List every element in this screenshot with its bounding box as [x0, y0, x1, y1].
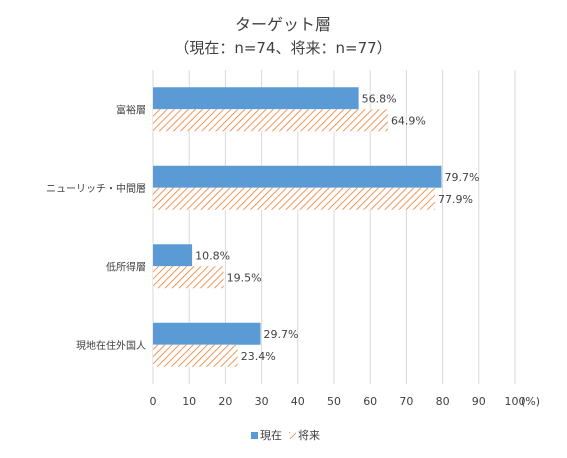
legend: 現在 将来	[251, 429, 320, 442]
data-label: 56.8%	[362, 92, 397, 105]
legend-swatch-future	[289, 432, 296, 439]
x-tick-label: 80	[436, 395, 450, 408]
category-label: 低所得層	[106, 260, 146, 273]
data-label: 64.9%	[391, 114, 426, 127]
chart-title: ターゲット層	[235, 15, 331, 34]
data-label: 19.5%	[227, 271, 262, 284]
legend-swatch-current	[251, 432, 258, 439]
x-tick-label: 100	[505, 395, 526, 408]
chart-subtitle: （現在：n=74、将来：n=77）	[174, 39, 391, 57]
data-label: 23.4%	[241, 350, 276, 363]
x-tick-label: 30	[255, 395, 269, 408]
bar-future	[153, 266, 224, 289]
bar-current	[153, 165, 442, 188]
x-tick-label: 60	[363, 395, 377, 408]
bar-current	[153, 87, 359, 110]
legend-label-current: 現在	[260, 429, 282, 442]
x-tick-label: 20	[218, 395, 232, 408]
bar-future	[153, 109, 388, 132]
data-label: 77.9%	[438, 193, 473, 206]
x-tick-label: 50	[327, 395, 341, 408]
x-tick-label: 10	[182, 395, 196, 408]
x-axis: 0 10 20 30 40 50 60 70 80 90 100	[150, 395, 526, 408]
x-tick-label: 0	[150, 395, 157, 408]
data-label: 29.7%	[264, 328, 299, 341]
bar-future	[153, 187, 435, 210]
bar-current	[153, 322, 261, 345]
x-axis-unit: (%)	[521, 395, 540, 408]
category-label: 富裕層	[116, 103, 146, 116]
x-tick-label: 90	[472, 395, 486, 408]
bar-future	[153, 344, 238, 367]
data-label: 10.8%	[195, 249, 230, 262]
category-label: ニューリッチ・中間層	[46, 182, 146, 195]
legend-label-future: 将来	[298, 429, 320, 442]
category-label: 現地在住外国人	[76, 339, 146, 352]
x-tick-label: 70	[399, 395, 413, 408]
bars-group: 56.8% 64.9% 79.7% 77.9% 10.8% 19.5% 29.7% 23.4%	[153, 87, 479, 367]
data-label: 79.7%	[445, 171, 480, 184]
bar-current	[153, 244, 193, 267]
x-tick-label: 40	[291, 395, 305, 408]
